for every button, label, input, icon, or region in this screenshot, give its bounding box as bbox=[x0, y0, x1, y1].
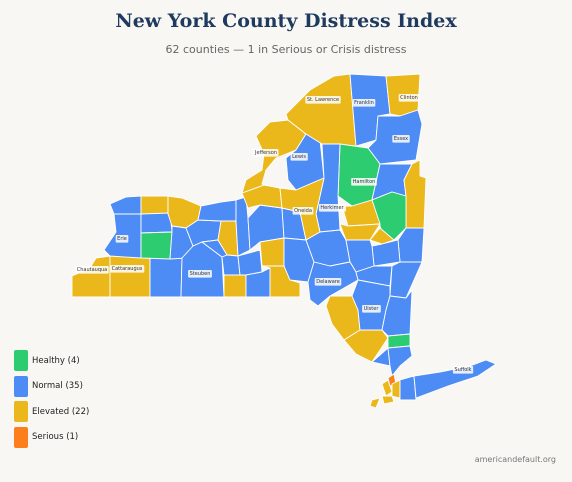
county-label-text: Erie bbox=[117, 236, 127, 242]
county-label-bg bbox=[110, 265, 145, 273]
county-label-bg bbox=[188, 270, 212, 278]
county-label-bg bbox=[252, 149, 279, 157]
county-niagara[interactable] bbox=[109, 195, 142, 215]
county-label-oneida: Oneida bbox=[292, 207, 314, 215]
county-cattaraugus[interactable] bbox=[109, 255, 151, 298]
legend-label: Serious (1) bbox=[32, 432, 79, 442]
county-suffolk[interactable] bbox=[413, 359, 497, 399]
county-genesee[interactable] bbox=[140, 212, 173, 234]
legend: Healthy (4) Normal (35) Elevated (22) Serio… bbox=[14, 350, 89, 452]
county-label-bg bbox=[75, 266, 109, 274]
county-label-text: St. Lawrence bbox=[307, 97, 339, 103]
county-label-cattaraugus: Cattaraugus bbox=[110, 265, 145, 273]
county-label-text: Essex bbox=[394, 136, 408, 142]
county-wayne[interactable] bbox=[197, 199, 237, 222]
county-label-herkimer: Herkimer bbox=[318, 204, 347, 212]
county-albany[interactable] bbox=[371, 239, 401, 267]
county-orleans[interactable] bbox=[140, 195, 169, 215]
county-label-bg bbox=[398, 94, 420, 102]
county-label-ulster: Ulster bbox=[362, 305, 381, 313]
county-label-st-lawrence: St. Lawrence bbox=[305, 96, 341, 104]
legend-label: Healthy (4) bbox=[32, 355, 80, 366]
county-fulton[interactable] bbox=[341, 199, 381, 227]
county-label-text: Clinton bbox=[400, 95, 418, 101]
county-chemung[interactable] bbox=[223, 274, 247, 298]
county-label-bg bbox=[351, 178, 377, 186]
county-kings[interactable] bbox=[381, 395, 395, 405]
county-allegany[interactable] bbox=[149, 257, 183, 298]
county-label-delaware: Delaware bbox=[314, 278, 342, 286]
county-label-bg bbox=[392, 135, 410, 143]
legend-item: Elevated (22) bbox=[14, 401, 89, 422]
legend-swatch bbox=[14, 375, 28, 397]
county-schenectady[interactable] bbox=[369, 227, 395, 245]
county-label-text: Steuben bbox=[190, 271, 211, 277]
county-schuyler[interactable] bbox=[221, 254, 241, 276]
county-label-bg bbox=[305, 96, 341, 104]
county-label-suffolk: Suffolk bbox=[452, 366, 474, 374]
county-label-text: Hamilton bbox=[353, 179, 376, 185]
county-label-bg bbox=[362, 305, 381, 313]
county-label-steuben: Steuben bbox=[188, 270, 212, 278]
county-label-text: Ulster bbox=[364, 306, 380, 312]
legend-label: Normal (35) bbox=[32, 381, 83, 391]
county-label-text: Oneida bbox=[294, 208, 312, 214]
county-label-bg bbox=[290, 153, 308, 161]
county-montgomery[interactable] bbox=[339, 223, 381, 241]
county-label-text: Chautauqua bbox=[77, 267, 108, 273]
county-columbia[interactable] bbox=[389, 261, 423, 299]
legend-swatch bbox=[14, 350, 28, 371]
county-label-text: Cattaraugus bbox=[112, 266, 143, 272]
legend-item: Normal (35) bbox=[14, 375, 89, 397]
county-label-text: Jefferson bbox=[254, 150, 277, 156]
legend-swatch bbox=[14, 401, 28, 422]
county-label-hamilton: Hamilton bbox=[351, 178, 377, 186]
map-title: New York County Distress Index bbox=[115, 10, 457, 32]
legend-swatch bbox=[14, 426, 28, 448]
county-label-text: Suffolk bbox=[454, 367, 471, 373]
legend-item: Serious (1) bbox=[14, 426, 89, 448]
map-subtitle: 62 counties — 1 in Serious or Crisis dis… bbox=[165, 43, 407, 56]
county-label-essex: Essex bbox=[392, 135, 410, 143]
county-label-bg bbox=[115, 235, 129, 243]
credit-text: americandefault.org bbox=[474, 455, 556, 464]
county-label-bg bbox=[452, 366, 474, 374]
county-label-bg bbox=[314, 278, 342, 286]
legend-label: Elevated (22) bbox=[32, 406, 90, 417]
county-chautauqua[interactable] bbox=[71, 255, 111, 298]
county-label-text: Delaware bbox=[316, 279, 340, 285]
county-label-bg bbox=[292, 207, 314, 215]
county-wyoming[interactable] bbox=[140, 231, 173, 260]
county-label-clinton: Clinton bbox=[398, 94, 420, 102]
county-rensselaer[interactable] bbox=[397, 227, 425, 263]
county-westchester[interactable] bbox=[387, 345, 413, 377]
county-label-jefferson: Jefferson bbox=[252, 149, 279, 157]
county-label-lewis: Lewis bbox=[290, 153, 308, 161]
county-nassau[interactable] bbox=[399, 375, 417, 401]
county-cortland[interactable] bbox=[259, 237, 285, 267]
county-label-text: Franklin bbox=[354, 100, 374, 106]
county-label-bg bbox=[318, 204, 347, 212]
county-lewis[interactable] bbox=[285, 133, 325, 191]
county-richmond[interactable] bbox=[369, 397, 381, 409]
legend-item: Healthy (4) bbox=[14, 350, 89, 371]
county-label-text: Lewis bbox=[292, 154, 306, 160]
county-label-text: Herkimer bbox=[320, 205, 344, 211]
county-label-bg bbox=[352, 99, 376, 107]
county-label-chautauqua: Chautauqua bbox=[75, 266, 109, 274]
county-label-franklin: Franklin bbox=[352, 99, 376, 107]
county-label-erie: Erie bbox=[115, 235, 129, 243]
